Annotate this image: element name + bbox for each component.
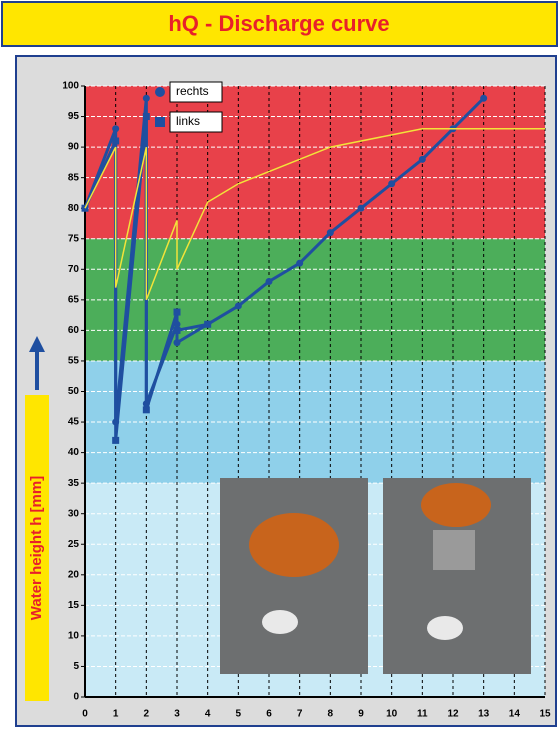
y-tick-label: 45 — [68, 417, 80, 428]
chart-title: hQ - Discharge curve — [168, 11, 389, 36]
x-tick-label: 15 — [539, 709, 551, 720]
y-tick-label: 90 — [68, 142, 80, 153]
y-tick-label: 5 — [73, 661, 79, 672]
point — [112, 125, 120, 133]
point — [418, 155, 426, 163]
point — [173, 308, 181, 316]
y-tick-label: 30 — [68, 508, 80, 519]
point — [204, 320, 212, 328]
y-tick-label: 50 — [68, 386, 80, 397]
point — [388, 180, 396, 188]
x-tick-label: 5 — [236, 709, 242, 720]
photo-right-plate — [427, 616, 463, 640]
y-tick-label: 15 — [68, 600, 80, 611]
point — [234, 302, 242, 310]
x-tick-label: 13 — [478, 709, 490, 720]
y-tick-label: 65 — [68, 294, 80, 305]
point — [173, 339, 181, 347]
point — [326, 229, 334, 237]
point — [142, 406, 150, 414]
y-tick-label: 75 — [68, 233, 80, 244]
zone-band — [85, 86, 545, 239]
x-tick-label: 10 — [386, 709, 398, 720]
point — [265, 278, 273, 286]
y-axis-label: Water height h [mm] — [28, 476, 45, 620]
x-tick-label: 11 — [417, 709, 428, 720]
point — [173, 326, 181, 334]
legend-label: links — [176, 114, 200, 128]
photo-left-cap — [249, 513, 339, 577]
y-tick-label: 25 — [68, 539, 80, 550]
point — [142, 113, 150, 121]
y-tick-label: 60 — [68, 325, 80, 336]
x-tick-label: 14 — [509, 709, 521, 720]
point — [357, 204, 365, 212]
y-tick-label: 10 — [68, 631, 80, 642]
point — [142, 94, 150, 102]
x-tick-label: 2 — [144, 709, 150, 720]
y-tick-label: 80 — [68, 203, 80, 214]
x-tick-label: 9 — [358, 709, 364, 720]
x-tick-label: 1 — [113, 709, 119, 720]
photo-right-pipe — [433, 530, 475, 570]
y-tick-label: 100 — [62, 81, 79, 92]
x-tick-label: 8 — [328, 709, 334, 720]
point — [480, 94, 488, 102]
title-bar — [1, 1, 558, 47]
y-tick-label: 0 — [73, 692, 79, 703]
y-tick-label: 55 — [68, 356, 80, 367]
legend-marker — [155, 87, 165, 97]
x-tick-label: 3 — [174, 709, 180, 720]
point — [112, 137, 120, 145]
x-tick-label: 7 — [297, 709, 303, 720]
point — [296, 259, 304, 267]
legend-label: rechts — [176, 84, 209, 98]
x-tick-label: 0 — [82, 709, 88, 720]
series-line — [84, 128, 545, 301]
photo-right-cap — [421, 483, 491, 527]
y-tick-label: 20 — [68, 569, 80, 580]
y-tick-label: 70 — [68, 264, 80, 275]
x-tick-label: 6 — [266, 709, 272, 720]
legend-marker — [155, 117, 165, 127]
y-label-bg — [25, 395, 49, 701]
x-tick-label: 4 — [205, 709, 211, 720]
photo-left-plate — [262, 610, 298, 634]
y-tick-label: 95 — [68, 111, 80, 122]
y-tick-label: 35 — [68, 478, 80, 489]
y-arrow-head — [29, 336, 45, 352]
legend-box — [169, 81, 223, 103]
y-tick-label: 40 — [68, 447, 80, 458]
point — [112, 436, 120, 444]
x-tick-label: 12 — [447, 709, 459, 720]
y-tick-label: 85 — [68, 172, 80, 183]
legend-box — [169, 111, 223, 133]
